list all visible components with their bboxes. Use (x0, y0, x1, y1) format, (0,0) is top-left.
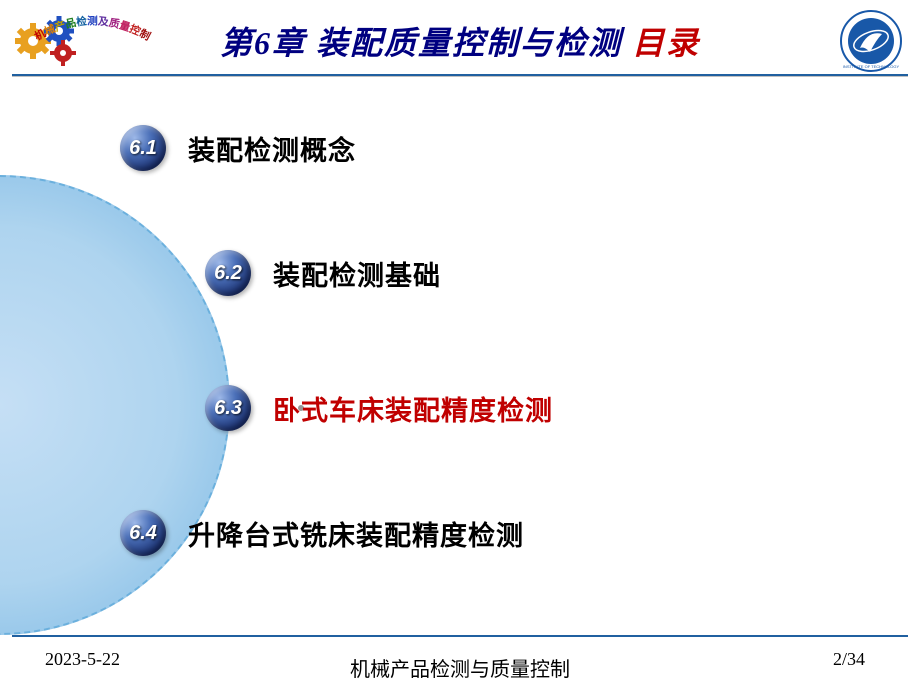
toc-badge-3: 6.3 (205, 385, 251, 431)
toc-item-4: 6.4 升降台式铣床装配精度检测 (120, 510, 524, 556)
toc-label-2: 装配检测基础 (273, 254, 441, 293)
logo-left: 机械产品检测及质量控制 (15, 8, 170, 68)
footer-title: 机械产品检测与质量控制 (350, 653, 570, 682)
toc-label-4: 升降台式铣床装配精度检测 (188, 514, 524, 553)
university-seal-icon: INSTITUTE OF TECHNOLOGY (840, 10, 902, 72)
svg-text:机械产品检测及质量控制: 机械产品检测及质量控制 (32, 14, 153, 43)
logo-right: INSTITUTE OF TECHNOLOGY (840, 10, 902, 72)
toc-label-3: 卧式车床装配精度检测 (273, 389, 553, 428)
toc-label-1: 装配检测概念 (188, 129, 356, 168)
toc-num-1: 6.1 (129, 137, 157, 160)
toc-item-2: 6.2 装配检测基础 (205, 250, 441, 296)
toc-num-3: 6.3 (214, 397, 242, 420)
logo-arc-text: 机械产品检测及质量控制 (15, 8, 170, 68)
svg-text:INSTITUTE OF TECHNOLOGY: INSTITUTE OF TECHNOLOGY (843, 64, 900, 69)
title-suffix: 目录 (632, 25, 700, 61)
footer-date: 2023-5-22 (45, 649, 120, 670)
decorative-semicircle (0, 175, 230, 635)
footer-page: 2/34 (833, 649, 865, 670)
toc-badge-4: 6.4 (120, 510, 166, 556)
toc-item-3: 6.3 卧式车床装配精度检测 (205, 385, 553, 431)
slide-header: 机械产品检测及质量控制 第6章 装配质量控制与检测 目录 INSTITUTE O… (0, 0, 920, 80)
slide-footer: 2023-5-22 机械产品检测与质量控制 2/34 (0, 635, 920, 690)
toc-badge-1: 6.1 (120, 125, 166, 171)
slide-content: 6.1 装配检测概念 6.2 装配检测基础 6.3 卧式车床装配精度检测 6.4… (0, 80, 920, 625)
slide-title: 第6章 装配质量控制与检测 目录 (220, 18, 700, 64)
toc-item-1: 6.1 装配检测概念 (120, 125, 356, 171)
title-main-text: 第6章 装配质量控制与检测 (220, 25, 622, 61)
footer-divider (12, 635, 908, 637)
toc-num-2: 6.2 (214, 262, 242, 285)
header-divider (12, 74, 908, 77)
toc-num-4: 6.4 (129, 522, 157, 545)
toc-badge-2: 6.2 (205, 250, 251, 296)
